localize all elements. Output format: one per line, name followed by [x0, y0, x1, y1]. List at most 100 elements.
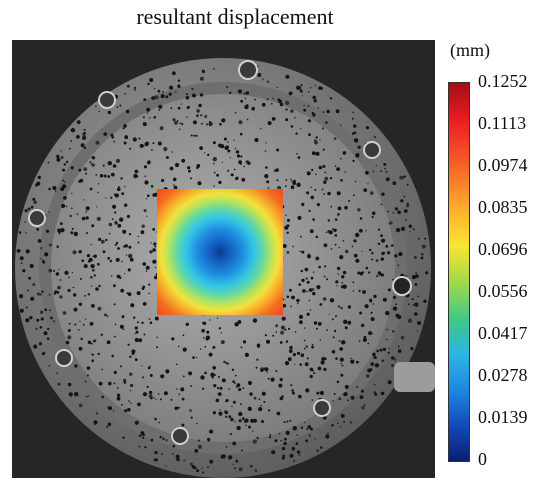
speckle-dot — [420, 252, 424, 256]
speckle-dot — [280, 330, 284, 335]
colorbar-tick-label: 0.1113 — [478, 113, 527, 133]
speckle-dot — [334, 243, 337, 246]
speckle-dot — [296, 182, 301, 187]
speckle-dot — [112, 410, 115, 412]
speckle-dot — [220, 332, 223, 334]
speckle-dot — [319, 446, 323, 449]
speckle-dot — [78, 346, 83, 351]
speckle-dot — [284, 361, 290, 366]
speckle-dot — [370, 311, 373, 314]
speckle-dot — [397, 345, 400, 348]
speckle-dot — [214, 374, 217, 376]
speckle-dot — [313, 99, 317, 103]
speckle-dot — [120, 288, 125, 293]
speckle-dot — [417, 237, 420, 240]
speckle-dot — [83, 264, 88, 269]
speckle-dot — [81, 259, 84, 263]
speckle-dot — [291, 391, 295, 395]
speckle-dot — [244, 97, 247, 100]
speckle-dot — [258, 398, 261, 401]
speckle-dot — [163, 146, 168, 152]
speckle-dot — [285, 340, 289, 343]
speckle-dot — [280, 325, 285, 330]
speckle-dot — [290, 185, 295, 189]
speckle-dot — [112, 164, 117, 168]
speckle-dot — [145, 265, 150, 270]
speckle-dot — [204, 115, 208, 118]
speckle-dot — [357, 208, 361, 212]
speckle-dot — [146, 385, 149, 388]
speckle-dot — [87, 293, 91, 296]
speckle-dot — [46, 337, 50, 341]
speckle-dot — [218, 180, 222, 185]
speckle-dot — [149, 250, 153, 254]
speckle-dot — [227, 141, 229, 143]
speckle-dot — [106, 315, 109, 317]
speckle-dot — [96, 216, 101, 221]
speckle-dot — [40, 257, 42, 260]
speckle-dot — [80, 337, 83, 341]
speckle-dot — [129, 257, 134, 262]
speckle-dot — [391, 364, 395, 368]
speckle-dot — [67, 329, 71, 332]
speckle-dot — [67, 288, 71, 293]
speckle-dot — [288, 91, 293, 96]
speckle-dot — [122, 436, 125, 439]
colorbar-tick-label: 0.0278 — [478, 365, 528, 385]
speckle-dot — [19, 256, 24, 261]
speckle-dot — [79, 277, 82, 280]
speckle-dot — [220, 340, 225, 345]
speckle-dot — [149, 321, 153, 325]
speckle-dot — [73, 307, 78, 312]
speckle-dot — [329, 177, 333, 180]
speckle-dot — [150, 185, 154, 188]
speckle-dot — [60, 156, 64, 159]
speckle-dot — [138, 338, 143, 343]
speckle-dot — [24, 221, 26, 223]
speckle-dot — [215, 398, 220, 403]
speckle-dot — [163, 391, 168, 396]
speckle-dot — [40, 310, 44, 314]
speckle-dot — [98, 110, 100, 113]
speckle-dot — [394, 207, 398, 211]
speckle-dot — [295, 132, 298, 135]
speckle-dot — [281, 446, 286, 451]
speckle-dot — [76, 213, 79, 215]
speckle-dot — [179, 122, 182, 125]
speckle-dot — [232, 463, 234, 465]
speckle-dot — [171, 453, 174, 455]
speckle-dot — [380, 170, 382, 173]
speckle-dot — [143, 165, 148, 169]
speckle-dot — [124, 135, 129, 140]
speckle-dot — [300, 127, 302, 130]
speckle-dot — [355, 232, 360, 238]
speckle-dot — [35, 327, 38, 330]
speckle-dot — [381, 238, 386, 243]
speckle-dot — [116, 106, 119, 108]
speckle-dot — [70, 127, 76, 133]
speckle-dot — [342, 284, 347, 289]
speckle-dot — [337, 305, 341, 308]
speckle-dot — [111, 218, 114, 221]
speckle-dot — [300, 84, 303, 87]
speckle-dot — [218, 327, 221, 330]
speckle-dot — [124, 409, 128, 413]
speckle-dot — [414, 283, 418, 286]
speckle-dot — [260, 404, 262, 407]
speckle-dot — [380, 391, 385, 396]
speckle-dot — [133, 173, 138, 179]
speckle-dot — [294, 117, 296, 119]
speckle-dot — [165, 369, 170, 374]
speckle-dot — [231, 368, 235, 371]
speckle-dot — [182, 375, 185, 378]
speckle-dot — [307, 119, 312, 123]
speckle-dot — [271, 450, 276, 455]
speckle-dot — [392, 212, 395, 214]
side-fitting — [394, 362, 435, 392]
speckle-dot — [395, 313, 400, 318]
speckle-dot — [27, 207, 31, 211]
speckle-dot — [374, 383, 376, 386]
speckle-dot — [128, 245, 132, 249]
speckle-dot — [231, 405, 233, 408]
bolt — [55, 349, 73, 367]
